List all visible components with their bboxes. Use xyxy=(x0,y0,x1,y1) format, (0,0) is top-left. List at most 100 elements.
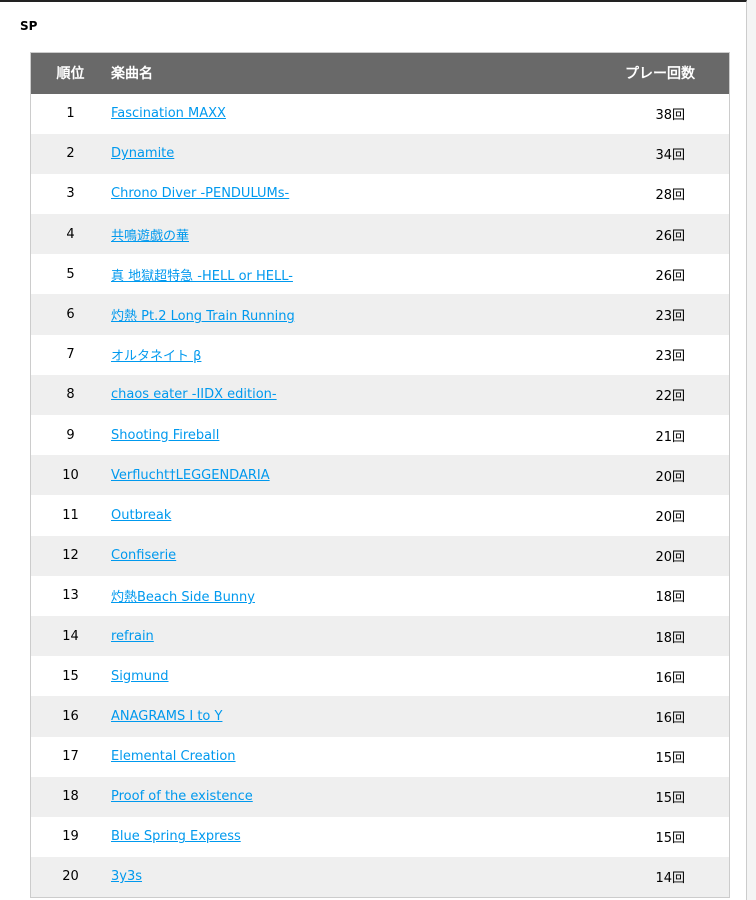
song-link[interactable]: chaos eater -IIDX edition- xyxy=(111,387,277,403)
song-link[interactable]: Shooting Fireball xyxy=(111,427,220,443)
song-link[interactable]: Confiserie xyxy=(111,548,177,564)
rank-cell: 4 xyxy=(66,226,75,242)
table-row: 3 Chrono Diver -PENDULUMs- 28回 xyxy=(31,174,730,214)
table-row: 11 Outbreak 20回 xyxy=(31,495,730,535)
song-link[interactable]: Elemental Creation xyxy=(111,749,236,765)
song-link[interactable]: 共鳴遊戯の華 xyxy=(111,228,190,244)
song-link[interactable]: 灼熱 Pt.2 Long Train Running xyxy=(111,309,295,325)
rank-cell: 7 xyxy=(66,347,75,363)
song-link[interactable]: Blue Spring Express xyxy=(111,829,241,845)
rank-cell: 3 xyxy=(66,186,75,202)
count-suffix: 回 xyxy=(671,670,685,686)
section-label: SP xyxy=(20,19,38,33)
rank-cell: 17 xyxy=(62,749,79,765)
count-suffix: 回 xyxy=(671,349,685,365)
title-cell: Dynamite xyxy=(110,134,505,174)
title-cell: refrain xyxy=(110,616,505,656)
count-suffix: 回 xyxy=(671,148,685,164)
title-cell: Confiserie xyxy=(110,536,505,576)
table-row: 4 共鳴遊戯の華 26回 xyxy=(30,214,730,255)
play-count-cell: 18回 xyxy=(505,576,729,616)
rank-cell: 1 xyxy=(66,106,75,122)
play-count-value: 34 xyxy=(655,148,672,164)
count-suffix: 回 xyxy=(671,831,685,847)
play-count-cell: 20回 xyxy=(505,536,729,576)
table-row: 9 Shooting Fireball 21回 xyxy=(31,415,730,455)
play-count-cell: 23回 xyxy=(505,294,729,334)
play-count-cell: 21回 xyxy=(505,415,729,455)
song-link[interactable]: オルタネイト β xyxy=(111,349,202,365)
title-cell: 3y3s xyxy=(110,857,505,897)
rank-cell: 8 xyxy=(66,387,75,403)
title-cell: ANAGRAMS I to Y xyxy=(110,696,505,736)
song-link[interactable]: Outbreak xyxy=(111,507,172,523)
play-count-cell: 16回 xyxy=(505,696,729,736)
header-title: 楽曲名 xyxy=(111,66,153,83)
rank-cell: 20 xyxy=(62,869,79,885)
table-row: 10 Verflucht†LEGGENDARIA 20回 xyxy=(30,455,730,496)
play-count-cell: 20回 xyxy=(505,495,729,535)
rank-cell: 2 xyxy=(66,146,75,162)
song-link[interactable]: Dynamite xyxy=(111,146,175,162)
song-link[interactable]: Proof of the existence xyxy=(111,789,253,805)
table-row: 15 Sigmund 16回 xyxy=(31,656,730,696)
play-count-cell: 28回 xyxy=(505,174,729,214)
title-cell: Outbreak xyxy=(110,495,505,535)
play-count-value: 21 xyxy=(655,429,672,445)
title-cell: Shooting Fireball xyxy=(110,415,505,455)
rank-cell: 15 xyxy=(62,668,79,684)
count-suffix: 回 xyxy=(671,751,685,767)
rank-cell: 12 xyxy=(62,548,79,564)
title-cell: chaos eater -IIDX edition- xyxy=(110,375,505,415)
song-link[interactable]: Fascination MAXX xyxy=(111,106,226,122)
song-link[interactable]: refrain xyxy=(111,628,154,644)
count-suffix: 回 xyxy=(671,590,685,606)
rank-cell: 9 xyxy=(66,427,75,443)
title-cell: オルタネイト β xyxy=(110,335,505,375)
song-link[interactable]: 3y3s xyxy=(111,869,143,885)
song-link[interactable]: Verflucht†LEGGENDARIA xyxy=(111,467,270,483)
play-count-cell: 23回 xyxy=(505,335,729,375)
song-link[interactable]: Chrono Diver -PENDULUMs- xyxy=(111,186,290,202)
song-link[interactable]: 真 地獄超特急 -HELL or HELL- xyxy=(111,268,293,284)
count-suffix: 回 xyxy=(671,791,685,807)
rank-cell: 19 xyxy=(62,829,79,845)
play-count-cell: 38回 xyxy=(505,94,729,134)
title-cell: Blue Spring Express xyxy=(110,817,505,857)
table-row: 6 灼熱 Pt.2 Long Train Running 23回 xyxy=(30,294,730,335)
table-row: 18 Proof of the existence 15回 xyxy=(30,776,730,817)
title-cell: Chrono Diver -PENDULUMs- xyxy=(110,174,505,214)
title-cell: 灼熱 Pt.2 Long Train Running xyxy=(110,294,505,334)
play-count-cell: 20回 xyxy=(505,455,729,495)
count-suffix: 回 xyxy=(671,509,685,525)
play-count-value: 23 xyxy=(655,349,672,365)
play-ranking-table: 順位 楽曲名 プレー回数 1 Fascination MAXX 38回 2 Dyn… xyxy=(30,52,730,898)
song-link[interactable]: 灼熱Beach Side Bunny xyxy=(111,590,255,606)
play-count-cell: 15回 xyxy=(505,737,729,777)
play-count-cell: 26回 xyxy=(505,254,729,294)
count-suffix: 回 xyxy=(671,871,685,887)
play-count-cell: 16回 xyxy=(505,656,729,696)
rank-cell: 5 xyxy=(66,266,75,282)
song-link[interactable]: ANAGRAMS I to Y xyxy=(111,708,223,724)
table-header: 順位 楽曲名 プレー回数 xyxy=(30,52,730,94)
rank-cell: 10 xyxy=(62,467,79,483)
table-row: 14 refrain 18回 xyxy=(30,615,730,657)
title-cell: 真 地獄超特急 -HELL or HELL- xyxy=(110,254,505,294)
play-count-value: 18 xyxy=(655,630,672,646)
rank-cell: 18 xyxy=(62,789,79,805)
table-row: 7 オルタネイト β 23回 xyxy=(31,335,730,375)
play-count-value: 15 xyxy=(655,831,672,847)
play-count-value: 38 xyxy=(655,108,672,124)
play-count-cell: 26回 xyxy=(505,214,729,254)
play-count-value: 23 xyxy=(655,309,672,325)
play-count-cell: 18回 xyxy=(505,616,729,656)
play-count-cell: 15回 xyxy=(505,817,729,857)
play-count-value: 20 xyxy=(655,469,672,485)
play-count-value: 20 xyxy=(655,550,672,566)
play-count-value: 20 xyxy=(655,509,672,525)
header-rank: 順位 xyxy=(56,66,85,83)
count-suffix: 回 xyxy=(671,228,685,244)
song-link[interactable]: Sigmund xyxy=(111,668,169,684)
